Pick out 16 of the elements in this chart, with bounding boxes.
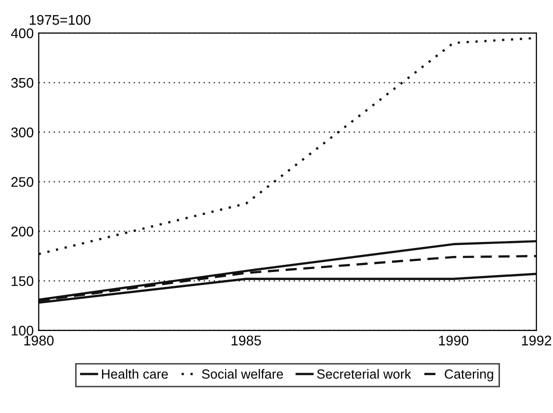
y-tick-label: 400: [10, 28, 34, 38]
y-tick-label: 200: [11, 226, 34, 236]
legend-label: Secreterial work: [317, 369, 412, 379]
legend-label: Social welfare: [202, 369, 283, 379]
y-tick-label: 350: [11, 78, 34, 88]
legend-label: Catering: [444, 369, 494, 382]
y-tick-label: 300: [11, 127, 34, 138]
x-tick-label: 1990: [439, 336, 468, 346]
legend-label: Health care: [102, 369, 168, 379]
x-tick-label: 1980: [24, 336, 54, 346]
x-tick-label: 1985: [232, 336, 261, 346]
y-tick-label: 100: [12, 326, 34, 336]
y-tick-label: 150: [12, 276, 34, 286]
x-tick-label: 1992: [522, 336, 552, 346]
y-tick-label: 250: [11, 177, 34, 187]
chart-title: 1975=100: [30, 15, 90, 25]
